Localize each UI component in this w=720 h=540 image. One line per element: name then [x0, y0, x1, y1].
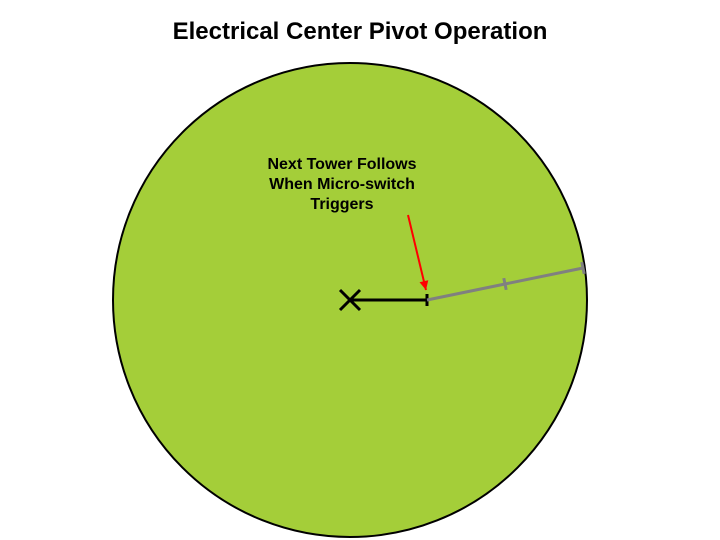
- caption-text: Next Tower Follows When Micro-switch Tri…: [232, 155, 452, 215]
- diagram-scene: [0, 0, 720, 540]
